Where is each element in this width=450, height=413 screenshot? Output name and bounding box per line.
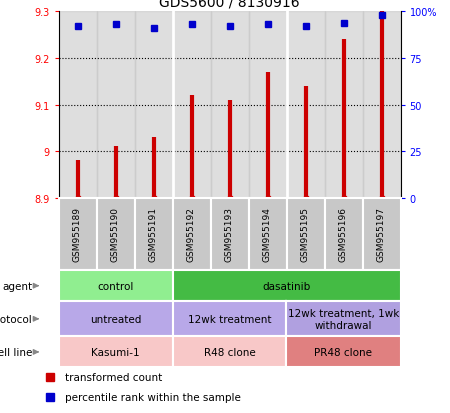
Title: GDS5600 / 8130916: GDS5600 / 8130916 xyxy=(159,0,300,10)
Text: 12wk treatment, 1wk
withdrawal: 12wk treatment, 1wk withdrawal xyxy=(288,308,399,330)
Bar xyxy=(211,12,248,198)
Text: GSM955192: GSM955192 xyxy=(187,207,196,262)
Text: cell line: cell line xyxy=(0,347,32,357)
Text: control: control xyxy=(97,281,134,291)
Text: GSM955191: GSM955191 xyxy=(149,207,158,262)
FancyBboxPatch shape xyxy=(248,198,287,271)
Text: transformed count: transformed count xyxy=(65,372,162,382)
Text: 12wk treatment: 12wk treatment xyxy=(188,314,271,324)
Text: dasatinib: dasatinib xyxy=(262,281,310,291)
Bar xyxy=(172,12,211,198)
Text: GSM955194: GSM955194 xyxy=(263,207,272,262)
Text: Kasumi-1: Kasumi-1 xyxy=(91,347,140,357)
Text: R48 clone: R48 clone xyxy=(203,347,255,357)
FancyBboxPatch shape xyxy=(287,198,324,271)
FancyBboxPatch shape xyxy=(96,198,135,271)
Text: GSM955190: GSM955190 xyxy=(111,207,120,262)
FancyBboxPatch shape xyxy=(211,198,248,271)
FancyBboxPatch shape xyxy=(58,198,96,271)
Text: PR48 clone: PR48 clone xyxy=(315,347,373,357)
Text: GSM955193: GSM955193 xyxy=(225,207,234,262)
Text: percentile rank within the sample: percentile rank within the sample xyxy=(65,392,241,402)
FancyBboxPatch shape xyxy=(135,198,172,271)
Text: GSM955196: GSM955196 xyxy=(339,207,348,262)
Bar xyxy=(324,12,363,198)
FancyBboxPatch shape xyxy=(172,198,211,271)
Text: GSM955195: GSM955195 xyxy=(301,207,310,262)
Text: protocol: protocol xyxy=(0,314,32,324)
Text: agent: agent xyxy=(2,281,32,291)
Text: GSM955197: GSM955197 xyxy=(377,207,386,262)
Bar xyxy=(248,12,287,198)
Bar xyxy=(58,12,96,198)
Bar xyxy=(96,12,135,198)
Bar xyxy=(287,12,324,198)
Text: GSM955189: GSM955189 xyxy=(73,207,82,262)
FancyBboxPatch shape xyxy=(324,198,363,271)
Bar xyxy=(363,12,400,198)
FancyBboxPatch shape xyxy=(363,198,400,271)
Text: untreated: untreated xyxy=(90,314,141,324)
Bar xyxy=(135,12,172,198)
